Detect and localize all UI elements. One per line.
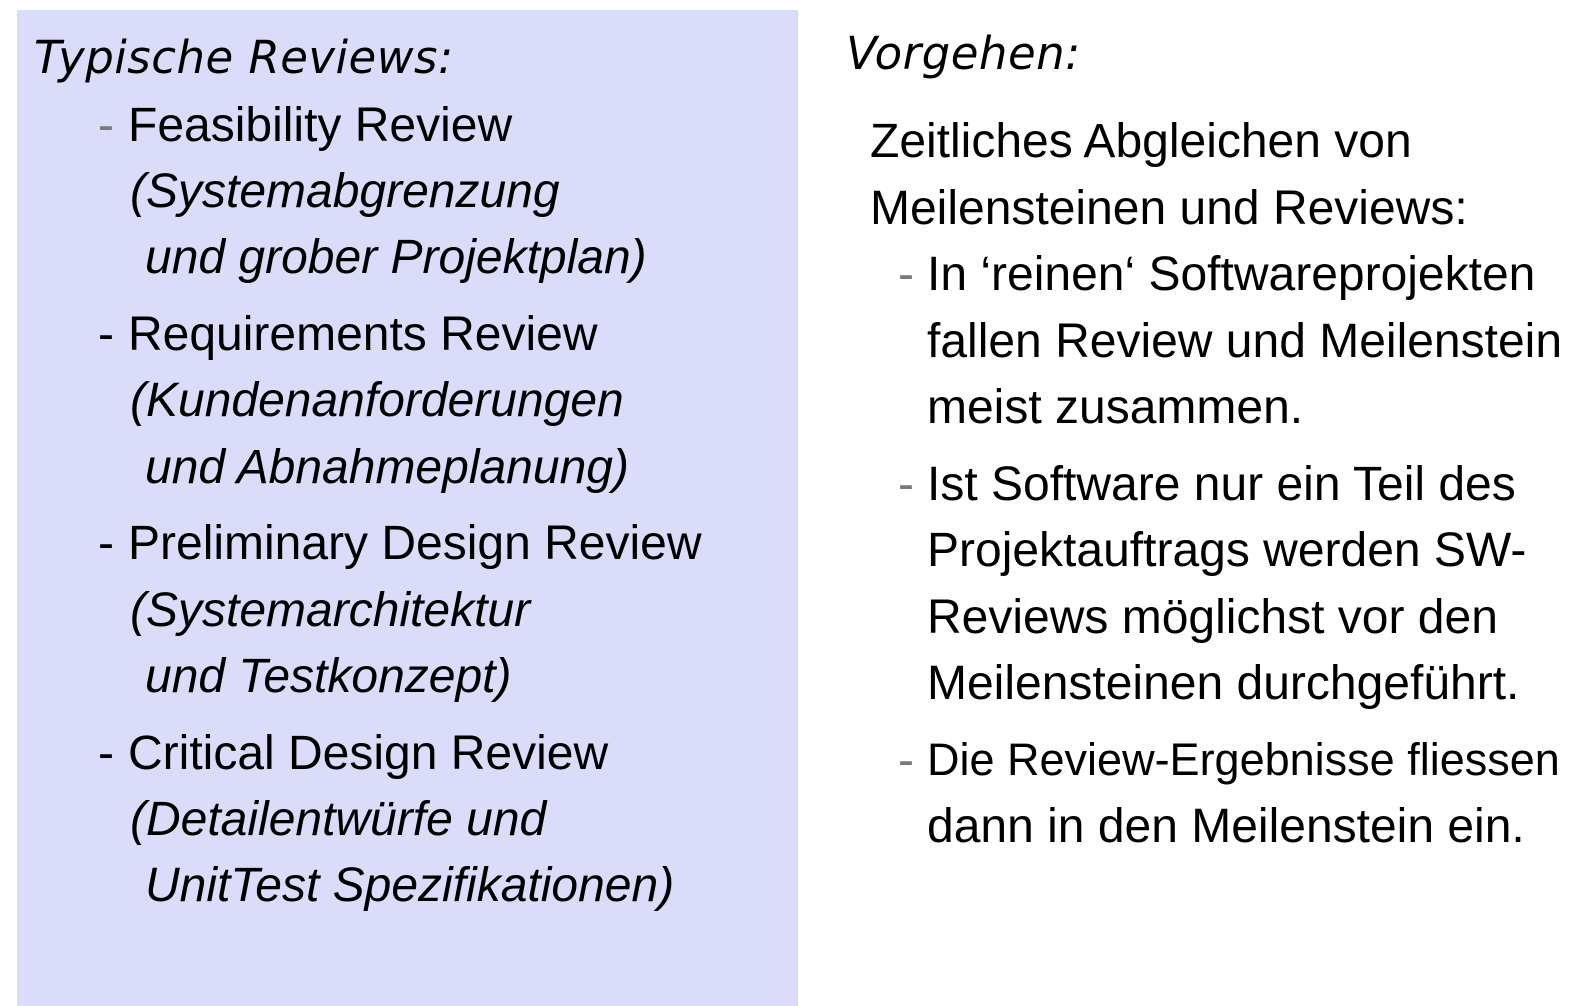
review-title-requirements: Requirements Review	[128, 308, 598, 361]
review-desc-line: (Systemarchitektur	[130, 584, 531, 637]
procedure-intro-line: Meilensteinen und Reviews:	[870, 182, 1468, 235]
review-desc-line: (Systemabgrenzung	[130, 165, 560, 218]
review-desc-line: (Detailentwürfe und	[130, 793, 547, 846]
review-desc-line: und Abnahmeplanung)	[145, 441, 629, 494]
procedure-point-line: Reviews möglichst vor den	[927, 591, 1498, 644]
bullet-dash: -	[98, 99, 114, 152]
procedure-heading: Vorgehen:	[846, 27, 1081, 80]
procedure-point-line: fallen Review und Meilenstein	[927, 315, 1563, 368]
review-desc-line: (Kundenanforderungen	[130, 374, 624, 427]
bullet-dash: -	[898, 458, 914, 511]
review-title-preliminary-design: Preliminary Design Review	[128, 517, 702, 570]
review-desc-line: und grober Projektplan)	[145, 231, 647, 284]
procedure-point-line: meist zusammen.	[927, 381, 1304, 434]
bullet-dash: -	[98, 727, 114, 780]
procedure-intro-line: Zeitliches Abgleichen von	[870, 115, 1412, 168]
bullet-dash: -	[898, 248, 914, 301]
reviews-heading: Typische Reviews:	[34, 31, 454, 84]
procedure-point-line: Ist Software nur ein Teil des	[927, 458, 1516, 511]
review-desc-line: und Testkonzept)	[145, 650, 512, 703]
procedure-point-line: Die Review-Ergebnisse fliessen	[927, 734, 1560, 785]
review-title-critical-design: Critical Design Review	[128, 727, 609, 780]
procedure-point-line: In ‘reinen‘ Softwareprojekten	[927, 248, 1536, 301]
reviews-panel	[17, 10, 798, 1006]
procedure-point-line: Projektauftrags werden SW-	[927, 524, 1527, 577]
review-desc-line: UnitTest Spezifikationen)	[145, 859, 675, 912]
bullet-dash: -	[898, 734, 914, 787]
review-title-feasibility: Feasibility Review	[128, 99, 513, 152]
bullet-dash: -	[98, 517, 114, 570]
procedure-point-line: Meilensteinen durchgeführt.	[927, 657, 1520, 710]
bullet-dash: -	[98, 308, 114, 361]
procedure-point-line: dann in den Meilenstein ein.	[927, 800, 1525, 853]
